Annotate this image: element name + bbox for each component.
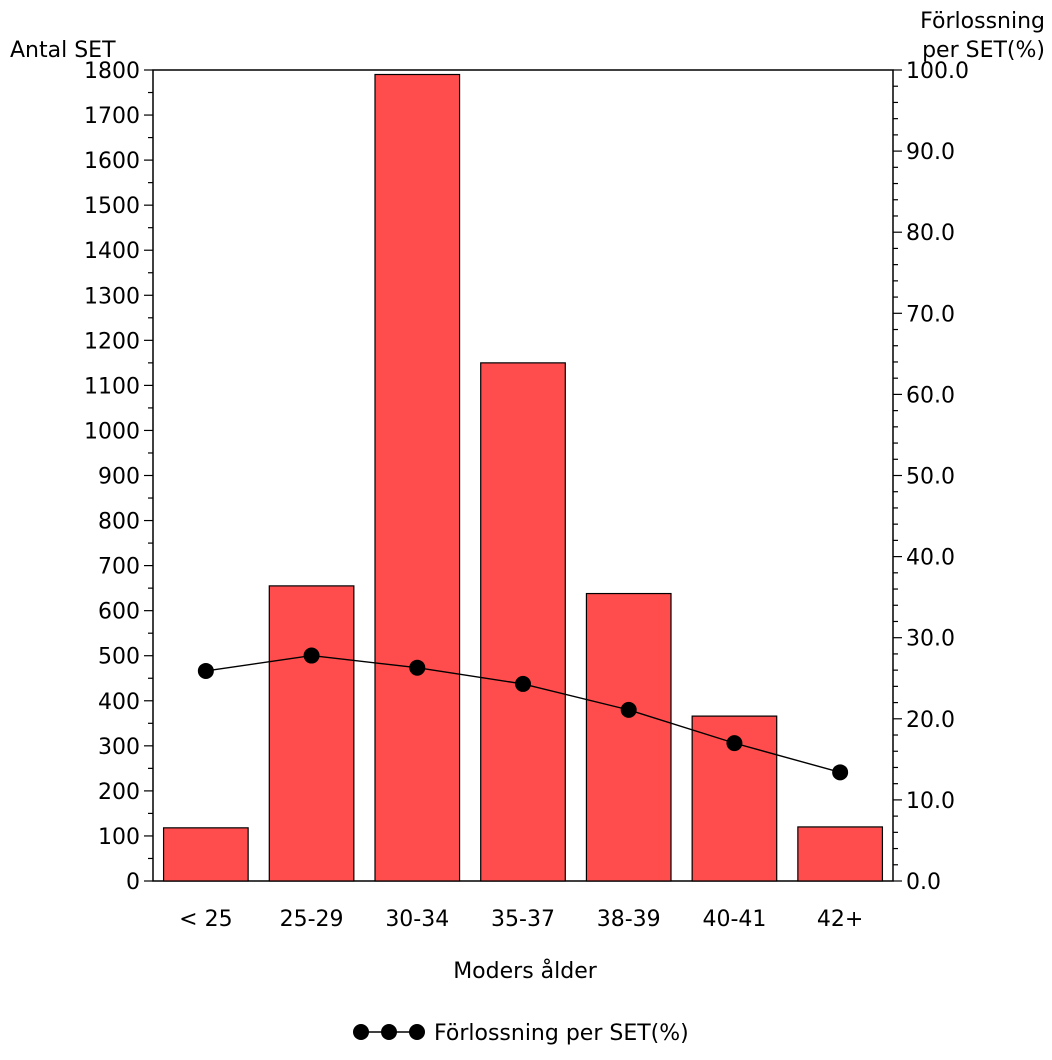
x-tick-label: < 25 xyxy=(179,907,232,932)
bar xyxy=(374,73,461,882)
left-tick-label: 800 xyxy=(98,510,140,535)
x-tick-label: 30-34 xyxy=(385,907,449,932)
series-point xyxy=(409,659,426,676)
bar xyxy=(480,362,566,882)
bars xyxy=(162,73,884,882)
right-axis-title-line1: Förlossning xyxy=(920,9,1045,34)
left-tick-label: 1200 xyxy=(84,329,140,354)
left-tick-label: 700 xyxy=(98,555,140,580)
left-tick-label: 600 xyxy=(98,600,140,625)
left-tick-label: 300 xyxy=(98,735,140,760)
left-tick-label: 1100 xyxy=(84,374,140,399)
right-tick-label: 80.0 xyxy=(906,221,955,246)
left-tick-label: 1500 xyxy=(84,194,140,219)
bar xyxy=(797,826,884,882)
left-tick-label: 900 xyxy=(98,465,140,490)
x-axis-title: Moders ålder xyxy=(453,958,598,984)
legend-line-symbol xyxy=(353,1024,425,1040)
x-tick-label: 40-41 xyxy=(702,907,766,932)
right-tick-label: 60.0 xyxy=(906,383,955,408)
x-tick-label: 35-37 xyxy=(491,907,555,932)
right-tick-label: 90.0 xyxy=(906,140,955,165)
left-axis-title: Antal SET xyxy=(10,38,116,63)
legend-marker xyxy=(409,1024,425,1040)
right-tick-label: 50.0 xyxy=(906,465,955,490)
x-axis: < 25 25-29 30-34 35-37 38-39 40-41 42+ xyxy=(179,907,863,932)
series-point xyxy=(726,735,743,752)
bar xyxy=(162,827,249,882)
left-tick-label: 100 xyxy=(98,825,140,850)
x-tick-label: 25-29 xyxy=(280,907,344,932)
right-axis: 0.0 10.0 20.0 30.0 40.0 50.0 60.0 70.0 80.0 90.0 1… xyxy=(893,59,969,895)
left-tick-label: 500 xyxy=(98,645,140,670)
left-axis: 0 100 200 300 400 500 600 700 800 900 1000 1100 1200… xyxy=(84,59,153,895)
right-tick-label: 40.0 xyxy=(906,546,955,571)
left-tick-label: 1000 xyxy=(84,419,140,444)
left-tick-label: 400 xyxy=(98,690,140,715)
x-tick-label: 38-39 xyxy=(597,907,661,932)
series-point xyxy=(832,764,849,781)
legend-label: Förlossning per SET(%) xyxy=(434,1021,689,1046)
right-tick-label: 10.0 xyxy=(906,789,955,814)
series-point xyxy=(620,701,637,718)
legend: Förlossning per SET(%) xyxy=(353,1021,689,1046)
right-tick-label: 30.0 xyxy=(906,627,955,652)
right-tick-label: 20.0 xyxy=(906,708,955,733)
right-tick-label: 100.0 xyxy=(906,59,969,84)
left-tick-label: 1300 xyxy=(84,284,140,309)
series-point xyxy=(197,662,214,679)
bar xyxy=(268,585,355,882)
right-tick-label: 70.0 xyxy=(906,302,955,327)
right-axis-title-line2: per SET(%) xyxy=(922,38,1045,63)
series-point xyxy=(303,647,320,664)
series-point xyxy=(515,675,531,692)
left-tick-label: 1700 xyxy=(84,104,140,129)
left-tick-label: 0 xyxy=(126,870,140,895)
bar xyxy=(585,592,672,882)
legend-marker xyxy=(353,1024,369,1040)
left-tick-label: 200 xyxy=(98,780,140,805)
x-tick-label: 42+ xyxy=(817,907,863,932)
line-series xyxy=(197,647,849,781)
left-tick-label: 1800 xyxy=(84,59,140,84)
left-tick-label: 1400 xyxy=(84,239,140,264)
right-tick-label: 0.0 xyxy=(906,870,941,895)
legend-marker xyxy=(381,1024,397,1040)
left-tick-label: 1600 xyxy=(84,149,140,174)
